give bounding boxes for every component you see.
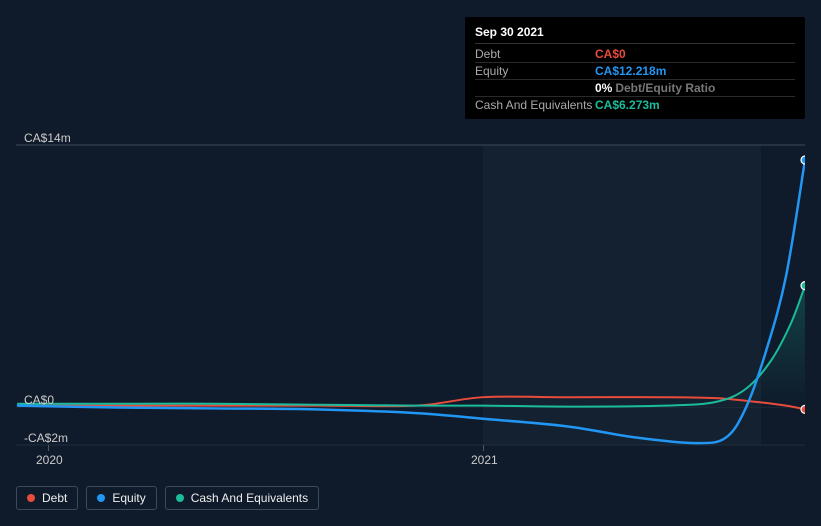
legend-label: Debt [42,491,67,505]
tooltip-row-value: CA$12.218m [595,64,666,78]
legend-label: Equity [112,491,145,505]
chart-legend: Debt Equity Cash And Equivalents [16,486,319,510]
chart-svg [16,125,805,465]
x-axis-label: 2020 [36,453,63,467]
legend-item-equity[interactable]: Equity [86,486,156,510]
tooltip-row-label: Cash And Equivalents [475,98,595,112]
legend-dot-icon [27,494,35,502]
financial-chart: CA$14mCA$0-CA$2m20202021 [16,125,805,445]
legend-dot-icon [176,494,184,502]
tooltip-row: DebtCA$0 [475,46,795,63]
data-tooltip: Sep 30 2021 DebtCA$0EquityCA$12.218m0%De… [465,17,805,119]
tooltip-row-label: Debt [475,47,595,61]
legend-item-debt[interactable]: Debt [16,486,78,510]
y-axis-label: -CA$2m [24,431,68,445]
y-axis-label: CA$0 [24,393,54,407]
y-axis-label: CA$14m [24,131,71,145]
tooltip-row-label: Equity [475,64,595,78]
tooltip-row-value: 0%Debt/Equity Ratio [595,81,715,95]
tooltip-date: Sep 30 2021 [475,23,795,44]
tooltip-row: 0%Debt/Equity Ratio [475,80,795,97]
tooltip-row-value: CA$0 [595,47,626,61]
tooltip-row: Cash And EquivalentsCA$6.273m [475,97,795,113]
tooltip-row: EquityCA$12.218m [475,63,795,80]
x-axis-label: 2021 [471,453,498,467]
tooltip-row-label [475,81,595,95]
legend-label: Cash And Equivalents [191,491,308,505]
legend-dot-icon [97,494,105,502]
legend-item-cash-and-equivalents[interactable]: Cash And Equivalents [165,486,319,510]
tooltip-row-value: CA$6.273m [595,98,660,112]
